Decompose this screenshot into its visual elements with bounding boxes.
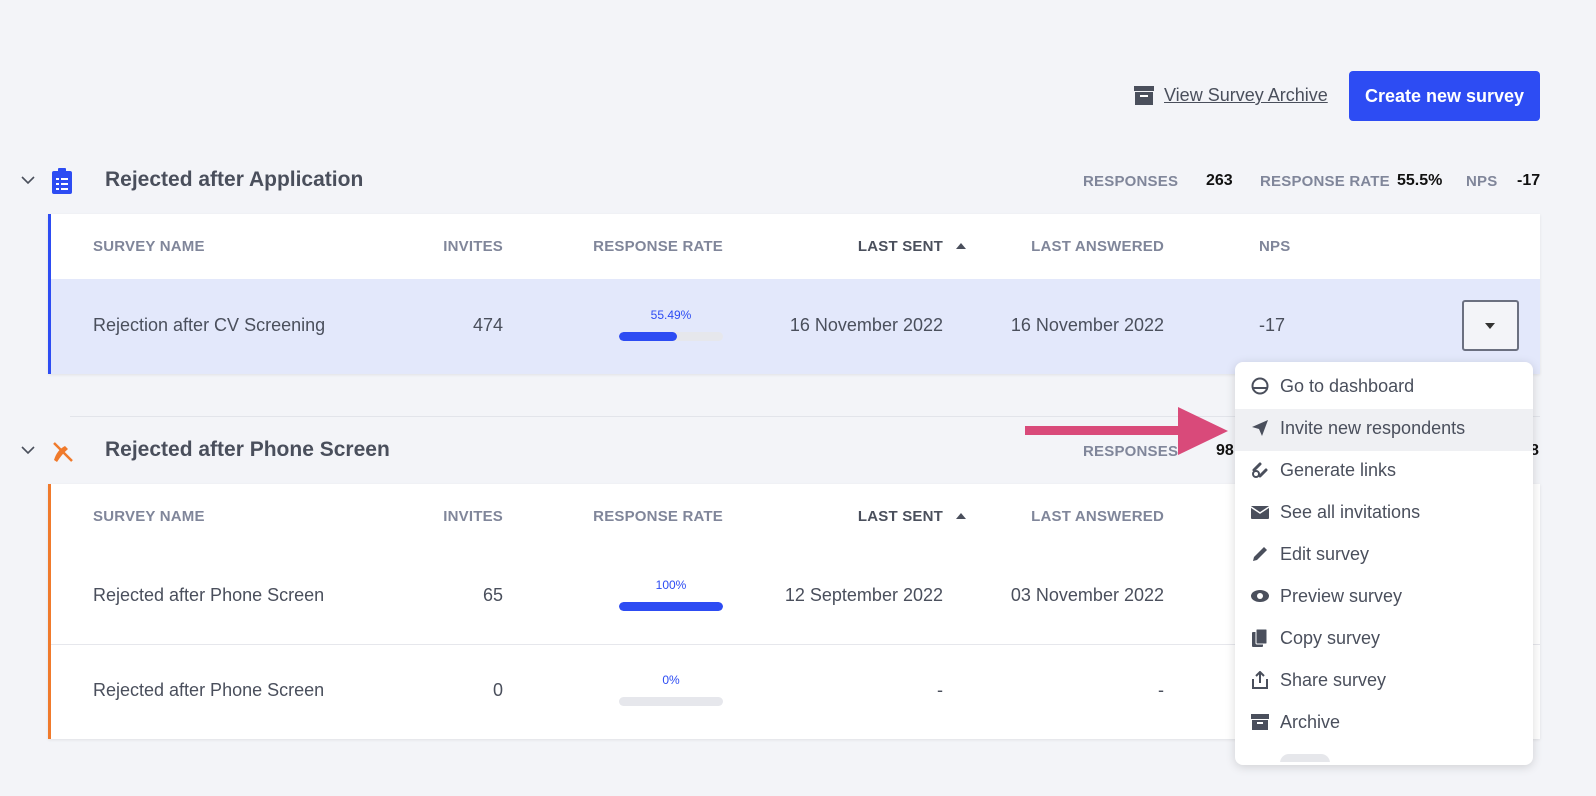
stat-label: RESPONSES [1083, 173, 1179, 190]
menu-item[interactable]: Archive [1235, 701, 1533, 743]
group-icon [53, 442, 73, 462]
stat-value: 55.5% [1397, 172, 1443, 189]
group-icon [52, 168, 72, 194]
menu-item-label: Generate links [1280, 459, 1397, 480]
cut-item [1280, 752, 1340, 762]
stat-label: RESPONSE RATE [1260, 173, 1390, 190]
table-cell: - [1158, 680, 1164, 700]
menu-icon [1252, 420, 1268, 436]
table-cell: 16 November 2022 [789, 315, 943, 335]
menu-item[interactable]: Share survey [1235, 659, 1533, 701]
sort-icon [956, 243, 966, 249]
menu-item-label: Invite new respondents [1280, 417, 1466, 438]
table-cell[interactable]: Rejected after Phone Screen [93, 680, 325, 700]
row-divider [51, 644, 1540, 645]
menu-icon [1253, 547, 1267, 561]
pointer-arrow [1025, 407, 1228, 455]
hover-highlight [1235, 409, 1533, 451]
column-header[interactable]: LAST SENT [857, 238, 943, 255]
menu-item[interactable]: Copy survey [1235, 617, 1533, 659]
menu-item-label: See all invitations [1280, 501, 1421, 522]
rate-label: 100% [655, 578, 687, 592]
column-header[interactable]: LAST SENT [857, 508, 943, 525]
menu-icon [1251, 714, 1269, 730]
rate-label: 0% [662, 673, 680, 687]
menu-item-label: Edit survey [1280, 543, 1370, 564]
menu-item-label: Copy survey [1280, 627, 1381, 648]
menu-icon [1251, 590, 1269, 602]
rate-label: 55.49% [650, 308, 692, 322]
progress-fill [619, 332, 677, 341]
table-cell: 0 [492, 680, 503, 700]
column-header: INVITES [443, 508, 503, 525]
column-header: INVITES [443, 238, 503, 255]
table-cell: - [937, 680, 943, 700]
progress-track [619, 332, 723, 341]
table-cell: 474 [472, 315, 503, 335]
menu-item[interactable]: Preview survey [1235, 575, 1533, 617]
row-dropdown[interactable] [1462, 300, 1519, 351]
stat-value: 98 [1216, 442, 1234, 459]
progress-fill [619, 602, 723, 611]
menu-icon [1251, 377, 1269, 395]
group-title: Rejected after Application [105, 168, 364, 191]
create-button[interactable]: Create new survey [1349, 71, 1540, 121]
collapse-chevron[interactable] [20, 174, 36, 186]
table-cell: 65 [482, 585, 503, 605]
stat-label: NPS [1466, 173, 1498, 190]
column-header: LAST ANSWERED [1031, 238, 1164, 255]
table-cell: -17 [1259, 315, 1286, 335]
stat-value: 263 [1206, 172, 1233, 189]
menu-item[interactable]: Invite new respondents [1235, 407, 1533, 449]
menu-item[interactable]: Edit survey [1235, 533, 1533, 575]
progress-track [619, 697, 723, 706]
column-header: LAST ANSWERED [1031, 508, 1164, 525]
group-title: Rejected after Phone Screen [105, 438, 390, 461]
menu-icon [1252, 671, 1268, 689]
table-cell: 16 November 2022 [1010, 315, 1164, 335]
table-cell[interactable]: Rejection after CV Screening [93, 315, 326, 335]
table-cell[interactable]: Rejected after Phone Screen [93, 585, 325, 605]
selected-row [51, 279, 1540, 374]
progress-track [619, 602, 723, 611]
menu-item[interactable]: See all invitations [1235, 491, 1533, 533]
survey-table: SURVEY NAME INVITES RESPONSE RATE LAST SENT… [48, 214, 1540, 374]
sort-icon [956, 513, 966, 519]
menu-item-label: Share survey [1280, 669, 1387, 690]
stat-value: -17 [1517, 172, 1541, 189]
table-cell: 12 September 2022 [784, 585, 943, 605]
archive-link[interactable]: View Survey Archive [1164, 85, 1328, 105]
menu-icon [1251, 506, 1269, 519]
column-header: SURVEY NAME [93, 508, 205, 525]
menu-item[interactable]: Generate links [1235, 449, 1533, 491]
menu-item-label: Archive [1280, 711, 1341, 732]
column-header: SURVEY NAME [93, 238, 205, 255]
dropdown-menu: Go to dashboard Invite new respondents Gen… [1235, 362, 1533, 765]
menu-item-label: Preview survey [1280, 585, 1403, 606]
column-header: RESPONSE RATE [593, 508, 723, 525]
divider [70, 416, 1540, 417]
table-cell: 03 November 2022 [1010, 585, 1164, 605]
collapse-chevron[interactable] [20, 444, 36, 456]
menu-icon [1252, 462, 1268, 478]
stat-value: 8 [1530, 442, 1539, 459]
menu-icon [1252, 629, 1268, 647]
column-header: RESPONSE RATE [593, 238, 723, 255]
archive-icon [1134, 86, 1154, 105]
menu-item-label: Go to dashboard [1280, 375, 1415, 396]
stat-label: RESPONSES [1083, 443, 1179, 460]
column-header: NPS [1259, 238, 1291, 255]
menu-item[interactable]: Go to dashboard [1235, 365, 1533, 407]
